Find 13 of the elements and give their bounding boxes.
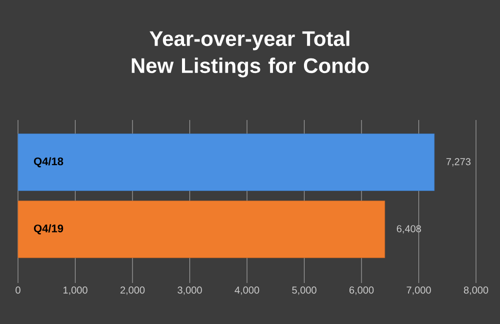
chart-title: Year-over-year Total New Listings for Condo <box>132 30 369 78</box>
y-tick-label: Q4/19 <box>34 224 64 234</box>
x-tick-label: 1,000 <box>64 286 88 295</box>
x-tick-label: 4,000 <box>234 286 260 295</box>
x-tick-label: 3,000 <box>178 286 202 295</box>
y-tick-label: Q4/18 <box>34 157 64 168</box>
x-tick-label: 2,000 <box>120 286 145 295</box>
x-tick-label: 7,000 <box>406 286 431 295</box>
x-tick-label: 8,000 <box>464 286 488 295</box>
x-tick-label: 5,000 <box>292 286 316 295</box>
data-label: 7,273 <box>446 158 471 166</box>
x-tick-label: 6,000 <box>349 286 374 295</box>
x-tick-label: 0 <box>16 286 20 294</box>
